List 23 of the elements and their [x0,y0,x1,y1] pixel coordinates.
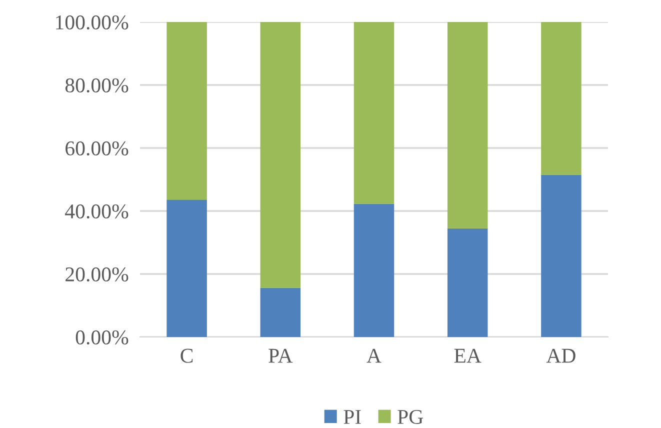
x-tick-label: AD [546,348,576,363]
bar [166,22,207,200]
bar [354,204,394,337]
bar [354,22,394,204]
bar [260,288,301,337]
bar [447,228,488,337]
legend-label: PI [344,410,361,424]
x-tick-label: A [366,348,382,363]
y-tick-label: 100.00% [56,15,128,30]
y-tick-label: 40.00% [65,204,128,219]
legend-label: PG [398,410,424,424]
y-tick-label: 80.00% [65,78,128,93]
bar [541,22,582,175]
bar [541,174,582,337]
y-tick-label: 60.00% [66,141,128,156]
x-tick-label: PA [268,348,293,363]
bar [447,22,488,228]
bar [166,200,207,337]
y-tick-label: 20.00% [66,267,128,282]
bar [260,22,301,288]
y-tick-label: 0.00% [76,330,128,345]
x-tick-label: C [180,348,193,363]
x-tick-label: EA [454,348,482,363]
